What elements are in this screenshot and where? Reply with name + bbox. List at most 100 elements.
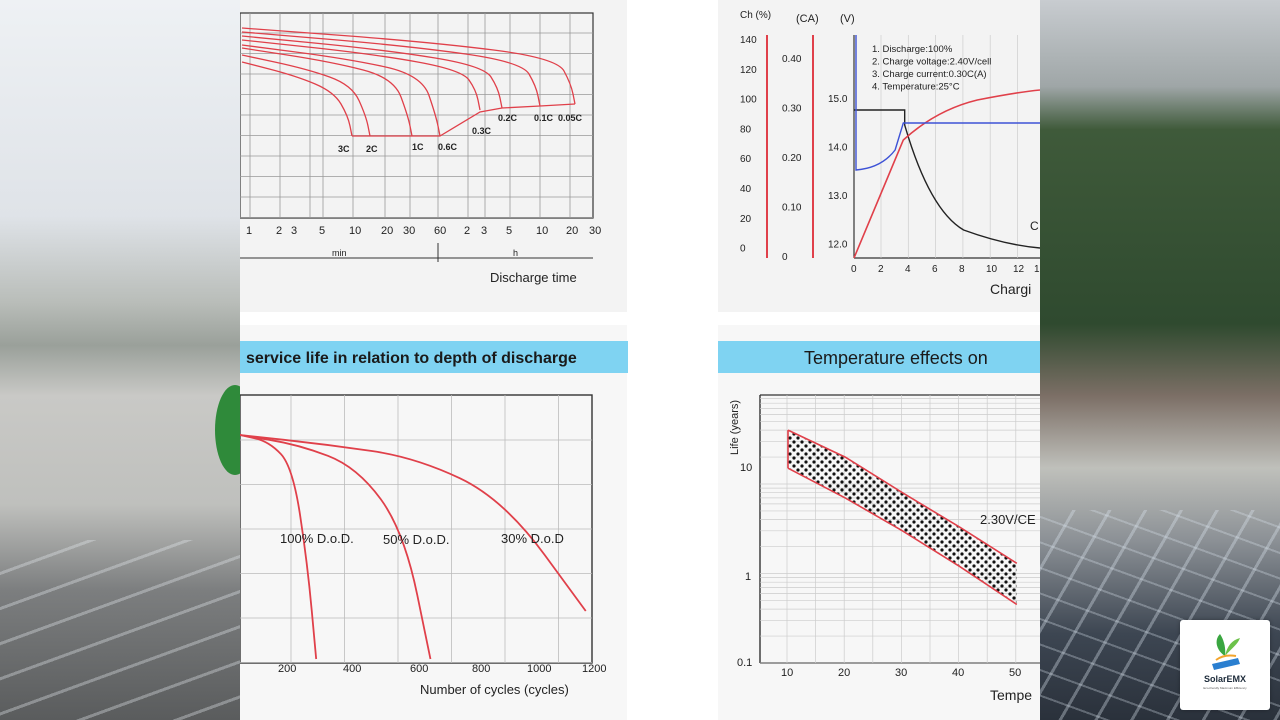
discharge-x-tick: 5 xyxy=(506,225,512,237)
discharge-curve-0.6C xyxy=(241,44,441,137)
cycles-title-bar xyxy=(240,341,628,373)
end-voltage-line xyxy=(352,103,576,137)
cycles-title: service life in relation to depth of dis… xyxy=(246,350,577,367)
discharge-curve-label: 3C xyxy=(338,144,350,154)
temperature-x-tick: 50 xyxy=(1009,667,1021,679)
chart-collage: 1 2 3 5 10 20 30 60 2 3 5 10 20 30 min h Discharge time 3… xyxy=(240,0,1040,720)
temperature-x-label: Tempe xyxy=(990,687,1032,703)
discharge-curve-3C xyxy=(241,61,353,137)
temperature-x-tick: 30 xyxy=(895,667,907,679)
ca-tick: 0.20 xyxy=(782,153,802,164)
discharge-plot-frame xyxy=(240,12,594,219)
solar-leaf-icon xyxy=(1212,634,1240,670)
temperature-x-tick: 20 xyxy=(838,667,850,679)
discharge-x-tick: 20 xyxy=(566,225,578,237)
discharge-curve-0.2C xyxy=(241,35,503,109)
cycles-x-tick: 600 xyxy=(410,663,428,675)
ca-tick: 0.40 xyxy=(782,54,802,65)
discharge-curve-label: 1C xyxy=(412,142,424,152)
discharge-curve-label: 0.1C xyxy=(534,113,554,123)
cycles-curve-label: 100% D.o.D. xyxy=(280,531,354,546)
charge-voltage-curve xyxy=(855,35,1040,171)
discharge-x-tick: 1 xyxy=(246,225,252,237)
cycles-x-tick: 1000 xyxy=(527,663,551,675)
temperature-y-label: Life (years) xyxy=(729,400,741,455)
charge-legend-item: 4. Temperature:25°C xyxy=(872,82,960,93)
charge-x-tick: 12 xyxy=(1013,264,1025,275)
cycles-curve-2 xyxy=(240,434,432,660)
logo-name: SolarEMX xyxy=(1203,674,1246,684)
charge-x-tick: 8 xyxy=(959,264,965,275)
temperature-title-bar xyxy=(718,341,1040,373)
temperature-upper-line xyxy=(787,429,1018,564)
temperature-band xyxy=(788,430,1017,605)
percent-tick: 80 xyxy=(740,124,752,135)
temperature-lower-line xyxy=(787,467,1018,606)
h-label: h xyxy=(513,248,518,258)
percent-tick: 0 xyxy=(740,244,746,255)
panel-charge xyxy=(718,0,1040,312)
charge-x-tick: 2 xyxy=(878,264,884,275)
temperature-title: Temperature effects on xyxy=(804,348,988,368)
discharge-x-label: Discharge time xyxy=(490,270,577,285)
solar-panel-photo xyxy=(0,540,240,720)
charge-x-tick: 10 xyxy=(986,264,998,275)
charge-x-tick: 6 xyxy=(932,264,938,275)
charge-current-curve xyxy=(854,109,1040,249)
discharge-curve-0.3C xyxy=(241,39,481,111)
logo-tagline: Eco-friendly Maximum Efficiency xyxy=(1203,686,1247,690)
percent-tick: 100 xyxy=(740,95,757,106)
temperature-y-tick: 0.1 xyxy=(737,657,752,669)
voltage-tick: 12.0 xyxy=(828,240,848,251)
discharge-x-tick: 3 xyxy=(291,225,297,237)
discharge-x-tick: 30 xyxy=(403,225,415,237)
cycles-x-label: Number of cycles (cycles) xyxy=(420,682,569,697)
discharge-x-tick: 20 xyxy=(381,225,393,237)
temperature-y-tick: 1 xyxy=(745,571,751,583)
temperature-x-tick: 40 xyxy=(952,667,964,679)
charge-chart: Ch (%) (CA) (V)1401201008060402000.400.300… xyxy=(740,10,1040,297)
discharge-curve-1C xyxy=(241,47,413,137)
ca-tick: 0.10 xyxy=(782,203,802,214)
ca-tick: 0.30 xyxy=(782,104,802,115)
cycles-x-tick: 800 xyxy=(472,663,490,675)
voltage-tick: 15.0 xyxy=(828,94,848,105)
voltage-tick: 14.0 xyxy=(828,143,848,154)
charge-x-label: Chargi xyxy=(990,281,1031,297)
discharge-curve-label: 0.2C xyxy=(498,113,518,123)
discharge-curve-label: 0.05C xyxy=(558,113,583,123)
discharge-x-tick: 10 xyxy=(349,225,361,237)
ca-tick: 0 xyxy=(782,252,788,263)
discharge-curve-label: 0.3C xyxy=(472,126,492,136)
background-photo-left xyxy=(0,0,240,720)
discharge-curve-0.1C xyxy=(241,31,541,107)
discharge-x-tick: 2 xyxy=(464,225,470,237)
discharge-curve-0.05C xyxy=(241,27,576,105)
percent-tick: 140 xyxy=(740,35,757,46)
percent-tick: 60 xyxy=(740,154,752,165)
cycles-curve-3 xyxy=(240,434,587,612)
discharge-curve-label: 2C xyxy=(366,144,378,154)
cycles-curve-label: 50% D.o.D. xyxy=(383,532,449,547)
temperature-chart: 10 1 0.1 Life (years) 10 20 30 40 50 Tempe 2.30V/C… xyxy=(729,394,1040,703)
percent-tick: 20 xyxy=(740,214,752,225)
voltage-tick: 13.0 xyxy=(828,191,848,202)
temperature-x-tick: 10 xyxy=(781,667,793,679)
temperature-band-label: 2.30V/CE xyxy=(980,512,1036,527)
charge-legend-item: 1. Discharge:100% xyxy=(872,44,953,55)
charge-side-label: C xyxy=(1030,219,1039,233)
charge-capacity-curve xyxy=(853,89,1040,259)
solaremx-logo: SolarEMX Eco-friendly Maximum Efficiency xyxy=(1180,620,1270,710)
discharge-x-tick: 5 xyxy=(319,225,325,237)
cycles-x-tick: 200 xyxy=(278,663,296,675)
cycles-x-tick: 1200 xyxy=(582,663,606,675)
charge-legend-item: 3. Charge current:0.30C(A) xyxy=(872,69,987,80)
discharge-x-tick: 60 xyxy=(434,225,446,237)
temperature-y-tick: 10 xyxy=(740,462,752,474)
percent-tick: 40 xyxy=(740,184,752,195)
panel-temperature xyxy=(718,325,1040,720)
background-photo-right xyxy=(1040,0,1280,720)
percent-axis-title: Ch (%) xyxy=(740,10,771,21)
discharge-x-tick: 30 xyxy=(589,225,601,237)
